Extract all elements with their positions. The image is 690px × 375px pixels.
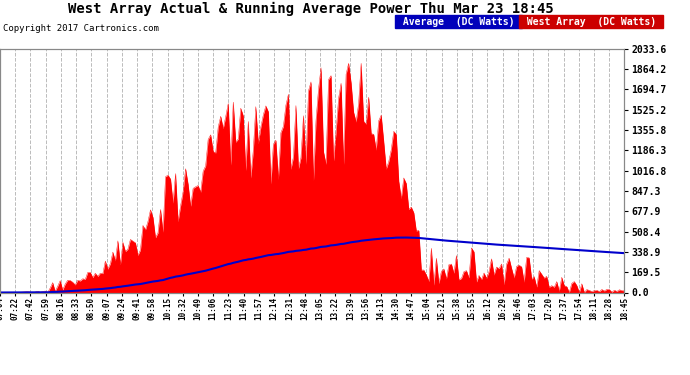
Text: West Array  (DC Watts): West Array (DC Watts) bbox=[521, 17, 662, 27]
Text: Copyright 2017 Cartronics.com: Copyright 2017 Cartronics.com bbox=[3, 24, 159, 33]
Text: West Array Actual & Running Average Power Thu Mar 23 18:45: West Array Actual & Running Average Powe… bbox=[68, 2, 553, 16]
Text: Average  (DC Watts): Average (DC Watts) bbox=[397, 17, 520, 27]
